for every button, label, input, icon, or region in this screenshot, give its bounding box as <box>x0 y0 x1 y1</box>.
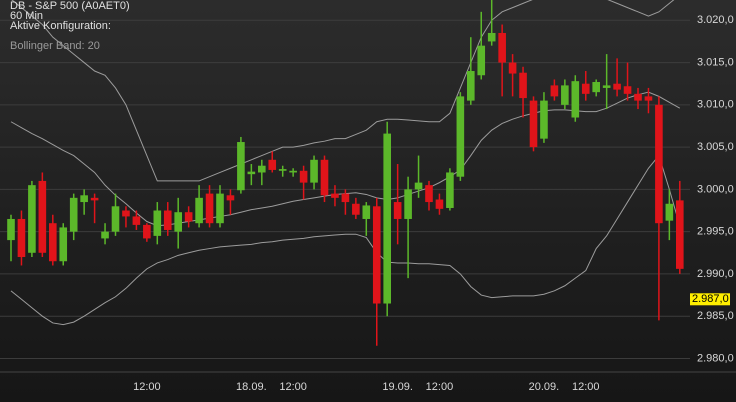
candle-body <box>80 195 88 203</box>
candle-body <box>393 202 402 219</box>
candle-body <box>581 83 590 94</box>
bollinger-upper <box>11 0 675 182</box>
candle-body <box>529 100 538 148</box>
candle-body <box>644 96 653 101</box>
candle-body <box>299 170 308 183</box>
x-tick-label: 12:00 <box>572 381 600 393</box>
candle-body <box>634 93 642 101</box>
candle-body <box>247 171 256 175</box>
candle-body <box>163 210 172 230</box>
x-tick-label: 20.09. <box>529 381 560 393</box>
candle-body <box>435 199 444 209</box>
candle-body <box>153 210 162 236</box>
candle-body <box>519 72 527 99</box>
candle-body <box>38 180 47 253</box>
y-tick-label: 3.000,0 <box>697 183 734 195</box>
candle-body <box>540 100 548 139</box>
x-tick-label: 12:00 <box>426 381 454 393</box>
candle-body <box>508 62 517 74</box>
candle-body <box>341 193 350 203</box>
candle-body <box>414 182 423 190</box>
candle-body <box>446 172 454 208</box>
x-tick-label: 12:00 <box>279 381 307 393</box>
candle-body <box>69 197 78 232</box>
last-price-box <box>690 293 730 306</box>
y-tick-label: 2.980,0 <box>697 352 734 364</box>
candle-body <box>320 159 329 196</box>
candle-body <box>216 193 224 224</box>
candle-body <box>7 218 15 241</box>
candle-body <box>90 197 99 201</box>
candle-body <box>623 86 632 94</box>
candle-body <box>613 83 621 90</box>
candle-body <box>383 133 391 304</box>
y-tick-label: 3.010,0 <box>697 99 734 111</box>
candle-body <box>655 104 663 224</box>
candle-body <box>372 206 381 304</box>
indicator-label: Bollinger Band: 20 <box>10 40 100 52</box>
candle-body <box>59 227 68 262</box>
candle-body <box>237 142 245 191</box>
candle-body <box>676 200 684 269</box>
candle-body <box>122 210 130 217</box>
candle-body <box>467 71 475 101</box>
candle-body <box>143 224 151 239</box>
candle-body <box>184 212 193 222</box>
candle-body <box>101 231 109 239</box>
candle-body <box>352 203 360 215</box>
candle-body <box>111 206 120 232</box>
y-tick-label: 2.995,0 <box>697 226 734 238</box>
candle-body <box>362 205 371 219</box>
candle-body <box>174 212 182 232</box>
candle-body <box>550 85 559 97</box>
y-tick-label: 3.015,0 <box>697 56 734 68</box>
candle-body <box>477 45 486 76</box>
candle-body <box>195 197 203 224</box>
candle-body <box>132 216 141 225</box>
candle-body <box>592 82 600 93</box>
candle-body <box>602 85 611 88</box>
candle-body <box>425 185 433 203</box>
y-tick-label: 3.005,0 <box>697 141 734 153</box>
y-tick-label: 2.990,0 <box>697 268 734 280</box>
x-tick-label: 19.09. <box>382 381 413 393</box>
candle-body <box>226 195 235 201</box>
bollinger-lower <box>10 154 681 326</box>
last-price-label: 2.987,0 <box>692 293 729 305</box>
y-tick-label: 2.985,0 <box>697 310 734 322</box>
candle-body <box>289 170 297 173</box>
candle-body <box>498 32 506 63</box>
candle-body <box>487 32 496 42</box>
interval: 60 Min <box>10 10 43 22</box>
candle-body <box>331 193 339 198</box>
candle-body <box>278 169 287 171</box>
candle-body <box>205 193 214 224</box>
candle-body <box>571 81 580 118</box>
chart-title: DB - S&P 500 (A0AET0) <box>10 0 130 12</box>
x-tick-label: 12:00 <box>133 381 161 393</box>
candle-body <box>310 159 318 183</box>
candle-body <box>404 189 412 219</box>
candle-body <box>28 185 36 253</box>
candle-body <box>456 96 465 177</box>
candle-body <box>665 203 674 221</box>
candle-body <box>561 85 569 105</box>
candle-body <box>17 218 26 258</box>
config-label: Aktive Konfiguration: <box>10 20 111 32</box>
candle-body <box>268 159 277 170</box>
y-tick-label: 3.020,0 <box>697 14 734 26</box>
candle-body <box>49 223 57 262</box>
x-tick-label: 18.09. <box>236 381 267 393</box>
candle-body <box>258 165 266 173</box>
